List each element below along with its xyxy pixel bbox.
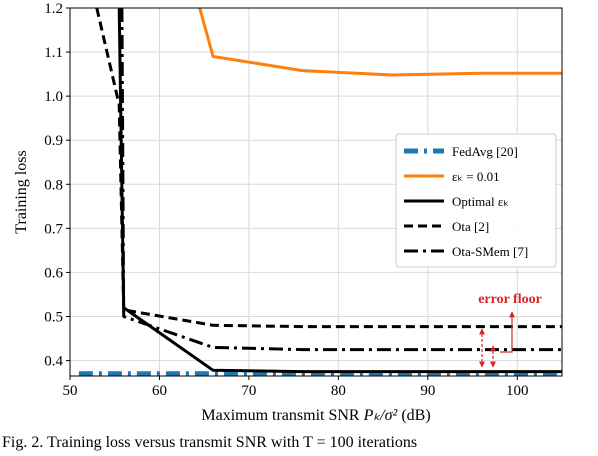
y-tick-label: 1.2 [44, 1, 63, 17]
error-floor-label: error floor [478, 292, 542, 307]
legend-label: Ota-SMem [7] [452, 244, 528, 259]
series-line-1 [198, 8, 562, 77]
series-group [78, 8, 562, 376]
legend-label: Ota [2] [452, 219, 489, 234]
y-tick-label: 0.8 [44, 177, 63, 193]
x-axis-label: Maximum transmit SNR Pₖ/σ² (dB) [201, 407, 430, 424]
error-floor-annotation: error floor [478, 292, 542, 368]
x-tick-label: 90 [420, 383, 435, 399]
y-tick-label: 0.5 [44, 310, 63, 326]
x-tick-label: 60 [152, 383, 167, 399]
y-tick-label: 1.0 [44, 89, 63, 105]
y-tick-label: 0.6 [44, 265, 63, 281]
y-axis-label: Training loss [13, 150, 30, 233]
legend-label: εₖ = 0.01 [452, 169, 500, 184]
x-tick-label: 70 [241, 383, 256, 399]
x-tick-label: 100 [506, 383, 529, 399]
figure-caption: Fig. 2. Training loss versus transmit SN… [2, 434, 418, 451]
y-tick-label: 0.9 [44, 133, 63, 149]
plot-frame [69, 7, 563, 377]
legend-label: Optimal εₖ [452, 194, 509, 209]
training-loss-chart: 50 60 70 80 90 100 0.4 0.5 0.6 0.7 0.8 0.9 1.0 1.1 1.2… [13, 1, 563, 424]
series-line-3 [95, 8, 562, 329]
error-floor-bracket [500, 311, 515, 353]
axis-ticks: 50 60 70 80 90 100 0.4 0.5 0.6 0.7 0.8 0.9 1.0 1.1 1.2 [44, 1, 528, 399]
y-tick-label: 0.7 [44, 221, 63, 237]
x-tick-label: 80 [331, 383, 346, 399]
y-tick-label: 1.1 [44, 45, 63, 61]
x-tick-label: 50 [63, 383, 78, 399]
legend-box [395, 133, 557, 268]
legend-label: FedAvg [20] [452, 144, 518, 159]
y-tick-label: 0.4 [44, 354, 63, 370]
legend: FedAvg [20] εₖ = 0.01 Optimal εₖ Ota [2] Ota… [395, 133, 557, 268]
series-line-4 [120, 8, 562, 352]
